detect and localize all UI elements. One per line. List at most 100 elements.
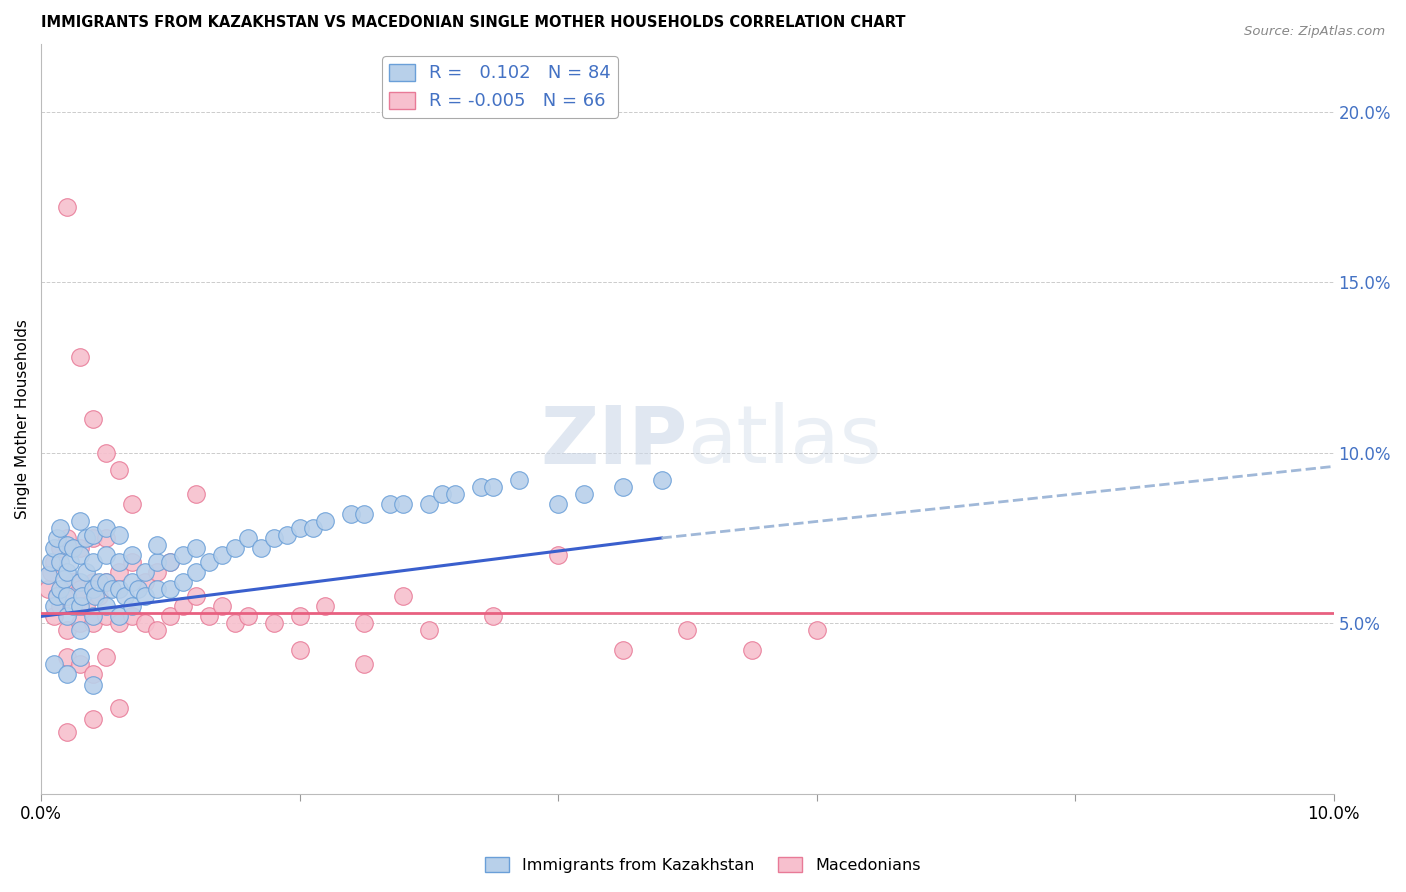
Point — [392, 497, 415, 511]
Point — [172, 575, 194, 590]
Point — [37, 582, 59, 596]
Point — [121, 575, 143, 590]
Point — [82, 411, 104, 425]
Point — [211, 548, 233, 562]
Point — [186, 541, 208, 556]
Point — [69, 582, 91, 596]
Point — [49, 599, 72, 614]
Point — [146, 565, 169, 579]
Point — [263, 531, 285, 545]
Point — [134, 565, 156, 579]
Point — [69, 657, 91, 672]
Point — [146, 538, 169, 552]
Point — [84, 589, 107, 603]
Point — [107, 565, 129, 579]
Point — [378, 497, 401, 511]
Point — [69, 616, 91, 631]
Point — [572, 486, 595, 500]
Point — [353, 616, 375, 631]
Point — [107, 609, 129, 624]
Point — [37, 568, 59, 582]
Point — [114, 589, 136, 603]
Point — [75, 565, 97, 579]
Point — [508, 473, 530, 487]
Point — [741, 643, 763, 657]
Point — [806, 623, 828, 637]
Point — [94, 575, 117, 590]
Legend: R =   0.102   N = 84, R = -0.005   N = 66: R = 0.102 N = 84, R = -0.005 N = 66 — [382, 56, 617, 118]
Point — [107, 527, 129, 541]
Point — [72, 589, 94, 603]
Point — [107, 701, 129, 715]
Point — [224, 541, 246, 556]
Point — [146, 582, 169, 596]
Point — [94, 521, 117, 535]
Point — [121, 599, 143, 614]
Point — [418, 497, 440, 511]
Point — [159, 609, 181, 624]
Point — [159, 555, 181, 569]
Point — [69, 623, 91, 637]
Point — [236, 609, 259, 624]
Y-axis label: Single Mother Households: Single Mother Households — [15, 318, 30, 518]
Point — [56, 650, 79, 665]
Point — [45, 589, 67, 603]
Point — [676, 623, 699, 637]
Point — [69, 575, 91, 590]
Point — [263, 616, 285, 631]
Point — [134, 616, 156, 631]
Point — [56, 589, 79, 603]
Point — [42, 541, 65, 556]
Point — [89, 575, 111, 590]
Point — [186, 565, 208, 579]
Point — [482, 480, 505, 494]
Point — [250, 541, 273, 556]
Point — [58, 555, 80, 569]
Point — [430, 486, 453, 500]
Point — [42, 609, 65, 624]
Point — [56, 531, 79, 545]
Point — [547, 497, 569, 511]
Point — [56, 609, 79, 624]
Point — [301, 521, 323, 535]
Point — [56, 623, 79, 637]
Point — [89, 589, 111, 603]
Point — [288, 609, 311, 624]
Point — [288, 643, 311, 657]
Point — [276, 527, 298, 541]
Point — [82, 531, 104, 545]
Text: IMMIGRANTS FROM KAZAKHSTAN VS MACEDONIAN SINGLE MOTHER HOUSEHOLDS CORRELATION CH: IMMIGRANTS FROM KAZAKHSTAN VS MACEDONIAN… — [41, 15, 905, 30]
Point — [211, 599, 233, 614]
Point — [62, 599, 84, 614]
Point — [69, 541, 91, 556]
Point — [288, 521, 311, 535]
Point — [172, 548, 194, 562]
Point — [236, 531, 259, 545]
Point — [45, 531, 67, 545]
Point — [49, 541, 72, 556]
Point — [82, 582, 104, 596]
Point — [159, 582, 181, 596]
Point — [314, 514, 336, 528]
Point — [146, 623, 169, 637]
Point — [42, 555, 65, 569]
Point — [49, 582, 72, 596]
Point — [56, 200, 79, 214]
Point — [340, 507, 363, 521]
Point — [121, 548, 143, 562]
Point — [82, 555, 104, 569]
Point — [69, 351, 91, 365]
Point — [49, 555, 72, 569]
Point — [612, 643, 634, 657]
Point — [547, 548, 569, 562]
Point — [353, 507, 375, 521]
Point — [82, 609, 104, 624]
Text: Source: ZipAtlas.com: Source: ZipAtlas.com — [1244, 25, 1385, 38]
Point — [392, 589, 415, 603]
Point — [69, 514, 91, 528]
Point — [82, 575, 104, 590]
Text: atlas: atlas — [688, 402, 882, 480]
Point — [82, 677, 104, 691]
Point — [94, 548, 117, 562]
Point — [107, 463, 129, 477]
